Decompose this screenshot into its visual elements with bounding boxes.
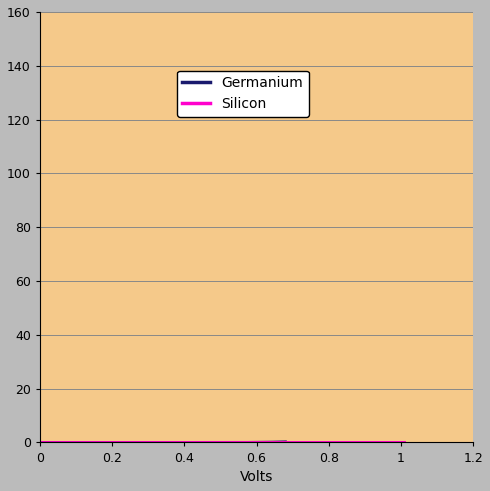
Silicon bbox=[55, 439, 61, 445]
Silicon bbox=[214, 439, 220, 445]
Germanium bbox=[49, 439, 55, 445]
Germanium bbox=[37, 439, 43, 445]
Silicon bbox=[391, 439, 397, 445]
Germanium bbox=[275, 439, 281, 445]
Germanium bbox=[275, 439, 281, 445]
Silicon bbox=[205, 439, 211, 445]
Silicon bbox=[391, 439, 397, 445]
Silicon bbox=[37, 439, 43, 445]
X-axis label: Volts: Volts bbox=[240, 470, 273, 484]
Germanium bbox=[156, 439, 162, 445]
Germanium bbox=[282, 439, 288, 445]
Silicon bbox=[324, 439, 330, 445]
Silicon bbox=[402, 439, 408, 445]
Germanium bbox=[230, 439, 236, 445]
Legend: Germanium, Silicon: Germanium, Silicon bbox=[177, 71, 309, 116]
Germanium bbox=[150, 439, 156, 445]
